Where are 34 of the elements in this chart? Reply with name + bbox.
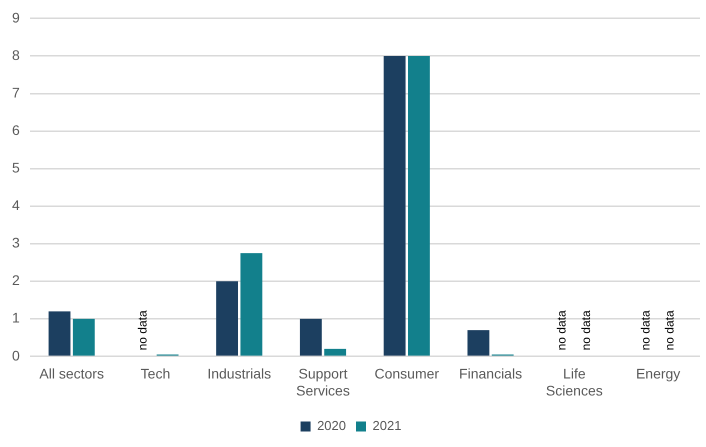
y-tick-label: 5	[12, 159, 20, 176]
x-tick-label: All sectors	[39, 366, 104, 382]
x-tick-label: Energy	[636, 366, 680, 382]
y-tick-label: 9	[12, 9, 20, 26]
y-tick-label: 3	[12, 234, 20, 251]
bar	[48, 311, 70, 356]
x-tick-label: Support Services	[296, 366, 350, 398]
y-tick-label: 0	[12, 347, 20, 364]
text: no data	[554, 310, 568, 350]
y-tick-label: 4	[12, 197, 20, 214]
y-tick-label: 8	[12, 46, 20, 63]
text: no data	[662, 310, 677, 350]
text: no data	[578, 310, 593, 350]
y-tick-label: 2	[12, 272, 20, 288]
bar	[408, 56, 430, 356]
legend-label: 2021	[372, 418, 402, 434]
bar	[216, 281, 238, 356]
bar	[240, 253, 262, 356]
bar	[300, 318, 322, 356]
x-tick-label: Tech	[140, 366, 170, 382]
legend-label: 2020	[317, 418, 346, 434]
bar	[72, 318, 95, 356]
text: no data	[638, 310, 652, 350]
bar	[324, 348, 346, 356]
y-tick-label: 7	[12, 84, 20, 100]
y-tick-label: 1	[12, 310, 20, 326]
x-tick-label: Financials	[459, 366, 522, 382]
text: no data	[136, 310, 150, 350]
bar	[467, 330, 490, 356]
x-tick-label: Life Sciences	[546, 366, 603, 398]
y-tick-label: 6	[12, 122, 20, 138]
bar	[384, 56, 406, 356]
x-tick-label: Consumer	[374, 366, 440, 382]
x-tick-label: Industrials	[207, 366, 272, 382]
